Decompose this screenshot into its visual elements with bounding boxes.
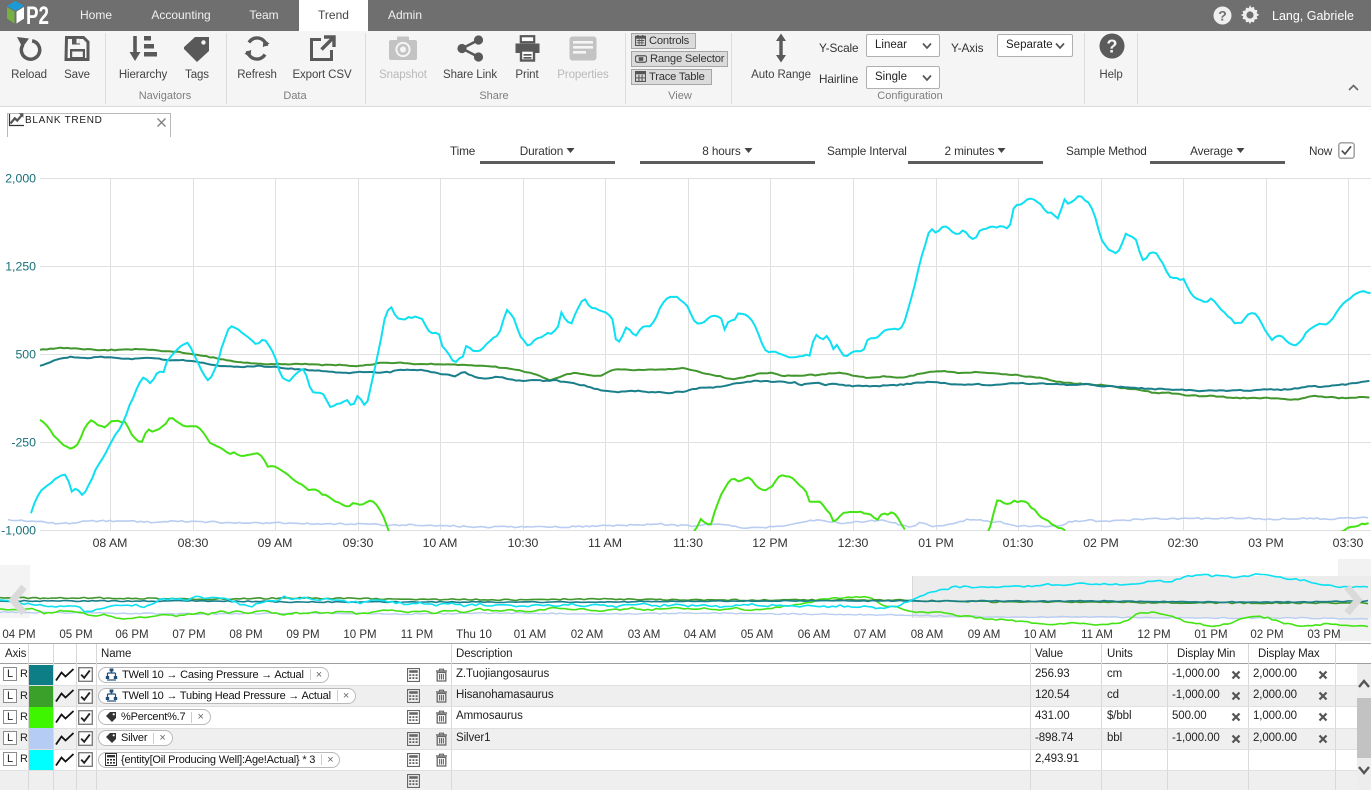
svg-text:05 PM: 05 PM: [59, 629, 92, 641]
svg-text:1,250: 1,250: [5, 260, 36, 274]
svg-text:02 PM: 02 PM: [1083, 536, 1119, 550]
svg-text:05 AM: 05 AM: [741, 629, 774, 641]
svg-text:?: ?: [1218, 8, 1227, 24]
svg-text:11 PM: 11 PM: [401, 629, 433, 641]
svg-text:Thu 10: Thu 10: [456, 629, 492, 641]
svg-text:500: 500: [15, 348, 36, 362]
svg-text:08:30: 08:30: [178, 536, 209, 550]
svg-text:02:30: 02:30: [1168, 536, 1199, 550]
svg-text:10 PM: 10 PM: [343, 629, 376, 641]
svg-text:10 AM: 10 AM: [423, 536, 458, 550]
svg-text:06 PM: 06 PM: [115, 629, 148, 641]
svg-text:11 AM: 11 AM: [588, 536, 622, 550]
svg-text:08 AM: 08 AM: [911, 629, 944, 641]
svg-text:04 AM: 04 AM: [684, 629, 717, 641]
svg-text:P2: P2: [26, 2, 49, 30]
svg-text:03 AM: 03 AM: [628, 629, 661, 641]
svg-text:01 PM: 01 PM: [918, 536, 954, 550]
svg-text:12:30: 12:30: [838, 536, 869, 550]
svg-text:11 AM: 11 AM: [1081, 629, 1113, 641]
svg-text:04 PM: 04 PM: [2, 629, 35, 641]
svg-text:06 AM: 06 AM: [798, 629, 831, 641]
svg-text:09 AM: 09 AM: [258, 536, 293, 550]
svg-text:01 PM: 01 PM: [1194, 629, 1227, 641]
svg-text:07 PM: 07 PM: [172, 629, 205, 641]
svg-text:2,000: 2,000: [5, 172, 36, 186]
svg-text:01 AM: 01 AM: [514, 629, 547, 641]
svg-text:10 AM: 10 AM: [1024, 629, 1057, 641]
svg-text:08 AM: 08 AM: [93, 536, 128, 550]
svg-text:01:30: 01:30: [1003, 536, 1034, 550]
svg-text:09 PM: 09 PM: [286, 629, 319, 641]
svg-text:03:30: 03:30: [1333, 536, 1364, 550]
svg-text:11:30: 11:30: [673, 536, 703, 550]
svg-text:?: ?: [1106, 35, 1117, 56]
svg-text:12 PM: 12 PM: [1137, 629, 1170, 641]
svg-text:-1,000: -1,000: [1, 524, 36, 538]
svg-text:02 AM: 02 AM: [571, 629, 604, 641]
svg-text:-250: -250: [11, 436, 36, 450]
svg-text:12 PM: 12 PM: [752, 536, 788, 550]
svg-text:09:30: 09:30: [343, 536, 374, 550]
svg-text:10:30: 10:30: [508, 536, 539, 550]
svg-text:07 AM: 07 AM: [854, 629, 887, 641]
svg-text:09 AM: 09 AM: [968, 629, 1001, 641]
svg-text:03 PM: 03 PM: [1307, 629, 1340, 641]
svg-text:03 PM: 03 PM: [1248, 536, 1284, 550]
svg-text:08 PM: 08 PM: [229, 629, 262, 641]
svg-text:02 PM: 02 PM: [1250, 629, 1283, 641]
